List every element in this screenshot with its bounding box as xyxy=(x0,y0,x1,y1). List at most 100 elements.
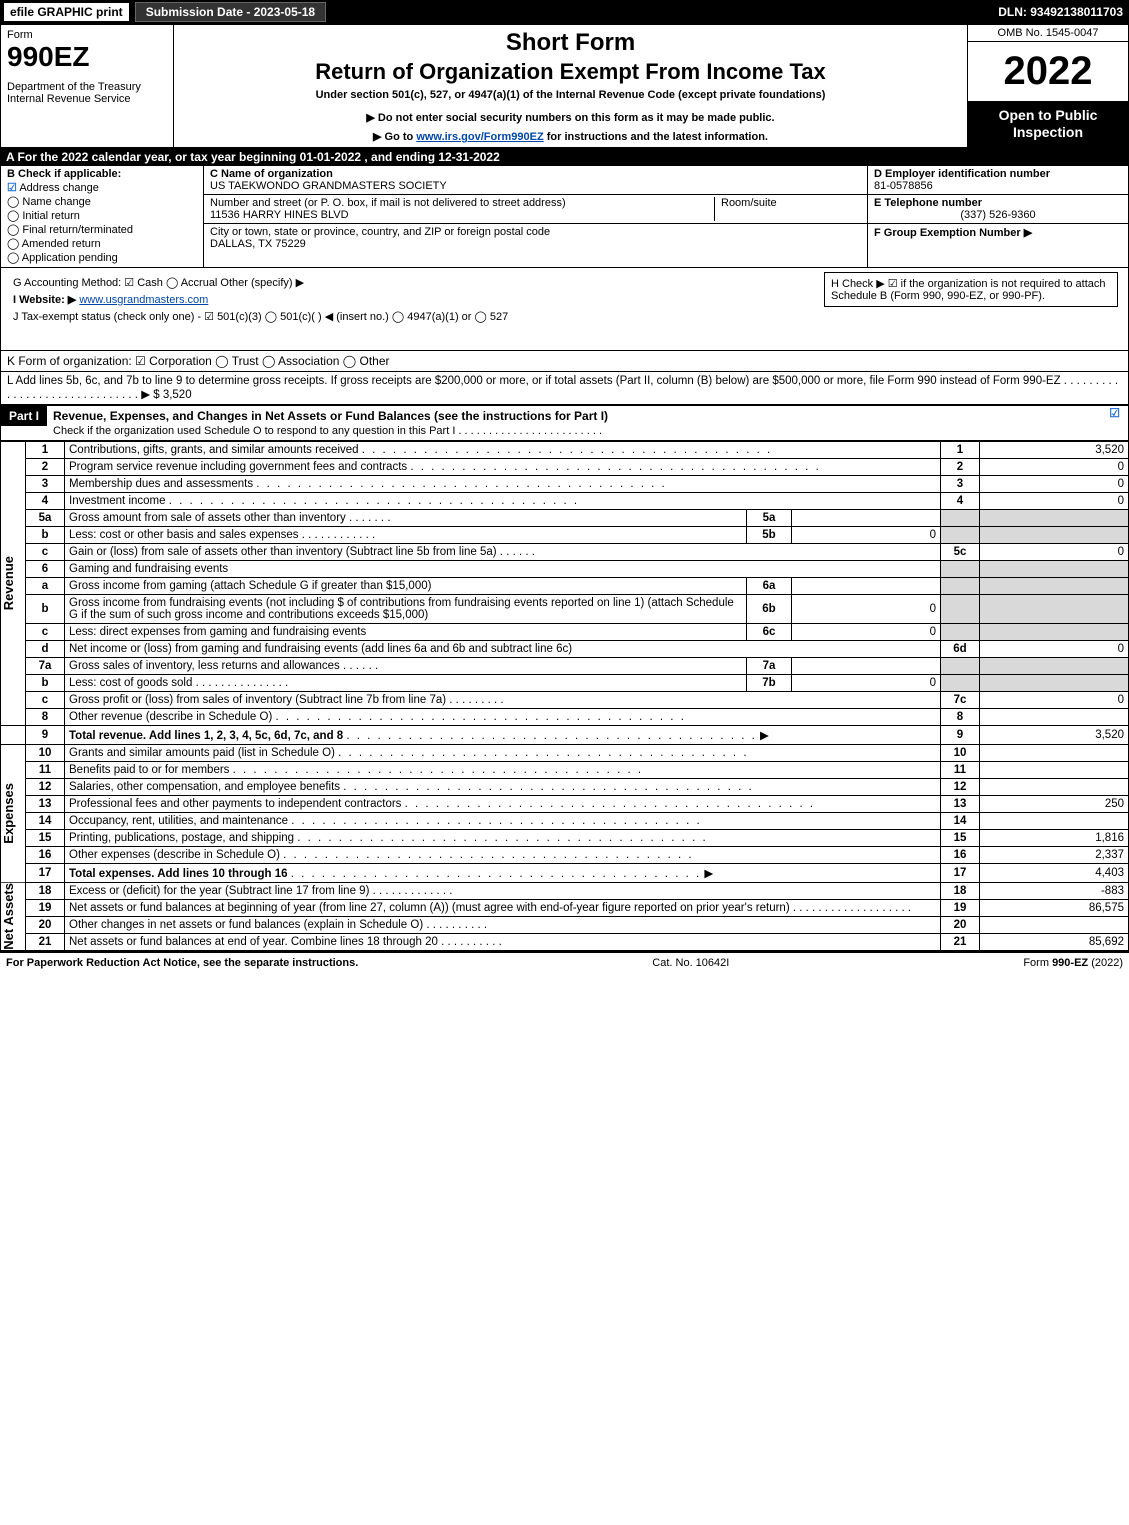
row-6b-text: Gross income from fundraising events (no… xyxy=(65,595,747,624)
row-7a-amt xyxy=(980,658,1129,675)
row-10-amt xyxy=(980,745,1129,762)
row-11-amt xyxy=(980,762,1129,779)
part-i-title: Revenue, Expenses, and Changes in Net As… xyxy=(47,406,614,440)
row-9-rn: 9 xyxy=(941,726,980,745)
row-17-num: 17 xyxy=(26,864,65,883)
row-4-rn: 4 xyxy=(941,493,980,510)
row-1-text: Contributions, gifts, grants, and simila… xyxy=(65,442,941,459)
row-6b-amt xyxy=(980,595,1129,624)
row-7c-num: c xyxy=(26,692,65,709)
row-14-text: Occupancy, rent, utilities, and maintena… xyxy=(65,813,941,830)
row-21-num: 21 xyxy=(26,934,65,951)
chk-address-change[interactable]: ☑ Address change xyxy=(7,181,197,194)
row-18-amt: -883 xyxy=(980,883,1129,900)
row-6-num: 6 xyxy=(26,561,65,578)
box-b: B Check if applicable: ☑ Address change … xyxy=(1,166,204,267)
row-7a-rn xyxy=(941,658,980,675)
subtitle: Under section 501(c), 527, or 4947(a)(1)… xyxy=(182,89,959,101)
row-7b-in: 7b xyxy=(747,675,792,692)
row-14-rn: 14 xyxy=(941,813,980,830)
row-13-rn: 13 xyxy=(941,796,980,813)
chk-initial-return[interactable]: ◯ Initial return xyxy=(7,209,197,222)
row-5a-text: Gross amount from sale of assets other t… xyxy=(65,510,747,527)
row-18-rn: 18 xyxy=(941,883,980,900)
row-5c-text: Gain or (loss) from sale of assets other… xyxy=(65,544,941,561)
submission-date-button[interactable]: Submission Date - 2023-05-18 xyxy=(135,2,326,22)
lines-ghij: G Accounting Method: ☑ Cash ◯ Accrual Ot… xyxy=(0,268,1129,351)
row-3-num: 3 xyxy=(26,476,65,493)
row-1-amt: 3,520 xyxy=(980,442,1129,459)
row-6a-in: 6a xyxy=(747,578,792,595)
city-value: DALLAS, TX 75229 xyxy=(210,238,306,250)
row-16-rn: 16 xyxy=(941,847,980,864)
row-19-rn: 19 xyxy=(941,900,980,917)
line-j-tax-status: J Tax-exempt status (check only one) - ☑… xyxy=(7,308,1122,325)
chk-name-change[interactable]: ◯ Name change xyxy=(7,195,197,208)
row-5a-amt xyxy=(980,510,1129,527)
row-6-text: Gaming and fundraising events xyxy=(65,561,941,578)
row-7b-amt xyxy=(980,675,1129,692)
line-i-label: I Website: ▶ xyxy=(13,294,76,306)
row-7b-iv: 0 xyxy=(792,675,941,692)
row-5b-text: Less: cost or other basis and sales expe… xyxy=(65,527,747,544)
addr-value: 11536 HARRY HINES BLVD xyxy=(210,209,349,221)
row-16-text: Other expenses (describe in Schedule O) xyxy=(65,847,941,864)
chk-amended-return[interactable]: ◯ Amended return xyxy=(7,237,197,250)
line-l-gross-receipts: L Add lines 5b, 6c, and 7b to line 9 to … xyxy=(0,372,1129,405)
row-20-amt xyxy=(980,917,1129,934)
row-12-amt xyxy=(980,779,1129,796)
chk-application-pending[interactable]: ◯ Application pending xyxy=(7,251,197,264)
goto-note: ▶ Go to www.irs.gov/Form990EZ for instru… xyxy=(182,130,959,143)
row-6a-num: a xyxy=(26,578,65,595)
row-20-text: Other changes in net assets or fund bala… xyxy=(65,917,941,934)
row-6b-in: 6b xyxy=(747,595,792,624)
row-21-rn: 21 xyxy=(941,934,980,951)
revenue-side-label: Revenue xyxy=(1,556,25,610)
row-2-amt: 0 xyxy=(980,459,1129,476)
row-3-rn: 3 xyxy=(941,476,980,493)
line-a-calendar-year: A For the 2022 calendar year, or tax yea… xyxy=(0,148,1129,166)
entity-info-block: B Check if applicable: ☑ Address change … xyxy=(0,166,1129,268)
row-6b-rn xyxy=(941,595,980,624)
footer-cat-no: Cat. No. 10642I xyxy=(358,957,1023,969)
part-i-table: Revenue 1 Contributions, gifts, grants, … xyxy=(0,441,1129,951)
row-21-text: Net assets or fund balances at end of ye… xyxy=(65,934,941,951)
efile-button[interactable]: efile GRAPHIC print xyxy=(4,3,129,21)
chk-final-return[interactable]: ◯ Final return/terminated xyxy=(7,223,197,236)
expenses-side-label: Expenses xyxy=(1,783,25,844)
page-footer: For Paperwork Reduction Act Notice, see … xyxy=(0,951,1129,973)
row-6b-iv: 0 xyxy=(792,595,941,624)
part-i-header-row: Part I Revenue, Expenses, and Changes in… xyxy=(0,405,1129,441)
row-7a-num: 7a xyxy=(26,658,65,675)
row-12-text: Salaries, other compensation, and employ… xyxy=(65,779,941,796)
row-1-rn: 1 xyxy=(941,442,980,459)
website-link[interactable]: www.usgrandmasters.com xyxy=(79,294,208,306)
row-17-rn: 17 xyxy=(941,864,980,883)
row-11-rn: 11 xyxy=(941,762,980,779)
row-5c-num: c xyxy=(26,544,65,561)
ein-value: 81-0578856 xyxy=(874,180,933,192)
row-16-num: 16 xyxy=(26,847,65,864)
row-19-num: 19 xyxy=(26,900,65,917)
row-8-num: 8 xyxy=(26,709,65,726)
irs-link[interactable]: www.irs.gov/Form990EZ xyxy=(416,131,543,143)
box-b-header: B Check if applicable: xyxy=(7,168,121,180)
row-14-num: 14 xyxy=(26,813,65,830)
netassets-side-label: Net Assets xyxy=(1,883,25,950)
row-6-rn xyxy=(941,561,980,578)
row-6c-in: 6c xyxy=(747,624,792,641)
part-i-schedule-o-check[interactable]: ☑ xyxy=(1109,406,1128,420)
form-header: Form 990EZ Department of the Treasury In… xyxy=(0,24,1129,148)
row-5b-num: b xyxy=(26,527,65,544)
row-5a-rn xyxy=(941,510,980,527)
box-c: C Name of organization US TAEKWONDO GRAN… xyxy=(204,166,867,267)
group-exemption-label: F Group Exemption Number ▶ xyxy=(874,227,1032,239)
row-8-amt xyxy=(980,709,1129,726)
phone-label: E Telephone number xyxy=(874,197,982,209)
row-15-amt: 1,816 xyxy=(980,830,1129,847)
row-4-num: 4 xyxy=(26,493,65,510)
row-18-text: Excess or (deficit) for the year (Subtra… xyxy=(65,883,941,900)
dln-label: DLN: 93492138011703 xyxy=(998,5,1129,19)
ssn-note: ▶ Do not enter social security numbers o… xyxy=(182,111,959,124)
box-def: D Employer identification number 81-0578… xyxy=(867,166,1128,267)
